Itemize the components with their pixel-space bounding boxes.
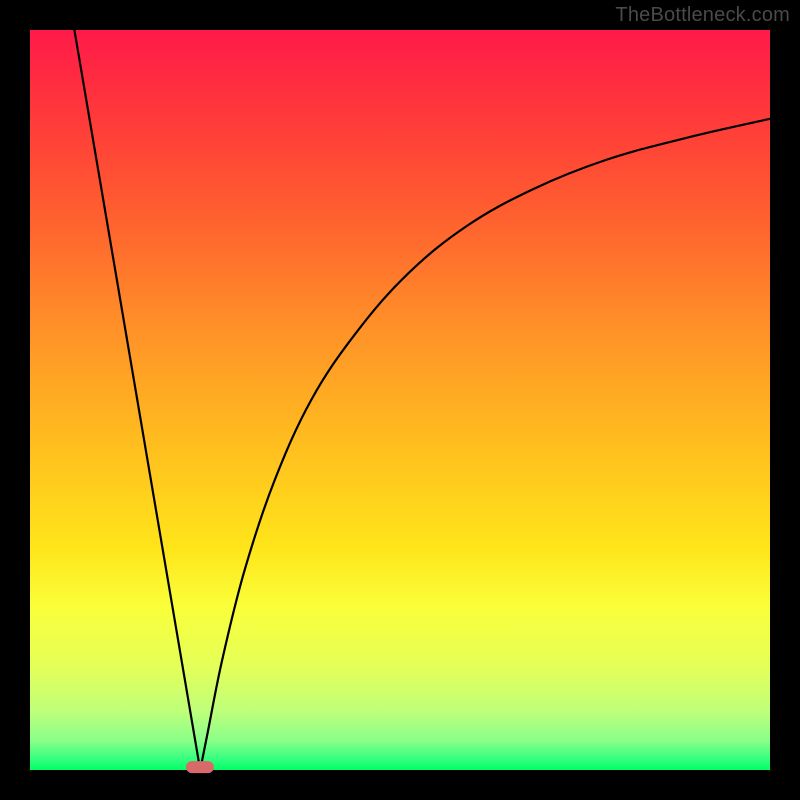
bottleneck-curve [30,30,770,770]
curve-right-branch [200,119,770,770]
curve-left-branch [74,30,200,770]
watermark-text: TheBottleneck.com [615,4,790,27]
vertex-marker [186,761,214,773]
plot-area [30,30,770,770]
